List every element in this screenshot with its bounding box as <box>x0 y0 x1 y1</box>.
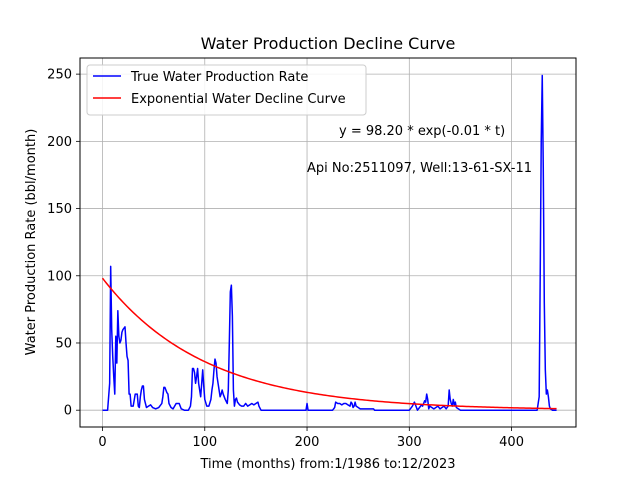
equation-annotation: y = 98.20 * exp(-0.01 * t) <box>339 124 505 139</box>
x-tick-label: 400 <box>499 435 524 450</box>
y-tick-label: 200 <box>47 135 72 150</box>
series-line-exponential-water-decline-curve <box>101 277 557 410</box>
y-tick-label: 100 <box>47 269 72 284</box>
series-line-true-water-production-rate <box>102 74 557 411</box>
plot-frame <box>79 57 577 428</box>
x-tick-label: 100 <box>192 435 217 450</box>
x-tick-label: 200 <box>295 435 320 450</box>
axis-ticks: 0 100 200 300 400 0 50 100 150 200 250 <box>47 68 524 450</box>
legend-label-exp-curve: Exponential Water Decline Curve <box>131 92 346 107</box>
series-layer <box>101 74 557 411</box>
legend-box <box>86 64 367 116</box>
well-annotation: Api No:2511097, Well:13-61-SX-11 <box>307 161 532 176</box>
x-tick-label: 300 <box>397 435 422 450</box>
y-tick-label: 0 <box>64 404 72 419</box>
x-tick-label: 0 <box>98 435 106 450</box>
y-tick-label: 150 <box>47 202 72 217</box>
y-axis-label: Water Production Rate (bbl/month) <box>24 129 39 356</box>
y-tick-label: 250 <box>47 68 72 83</box>
legend: True Water Production Rate Exponential W… <box>86 64 367 116</box>
y-tick-label: 50 <box>55 336 72 351</box>
x-axis-label: Time (months) from:1/1986 to:12/2023 <box>199 457 455 472</box>
chart-title: Water Production Decline Curve <box>201 34 456 53</box>
plot-area <box>80 58 576 427</box>
legend-label-true-rate: True Water Production Rate <box>130 70 308 85</box>
